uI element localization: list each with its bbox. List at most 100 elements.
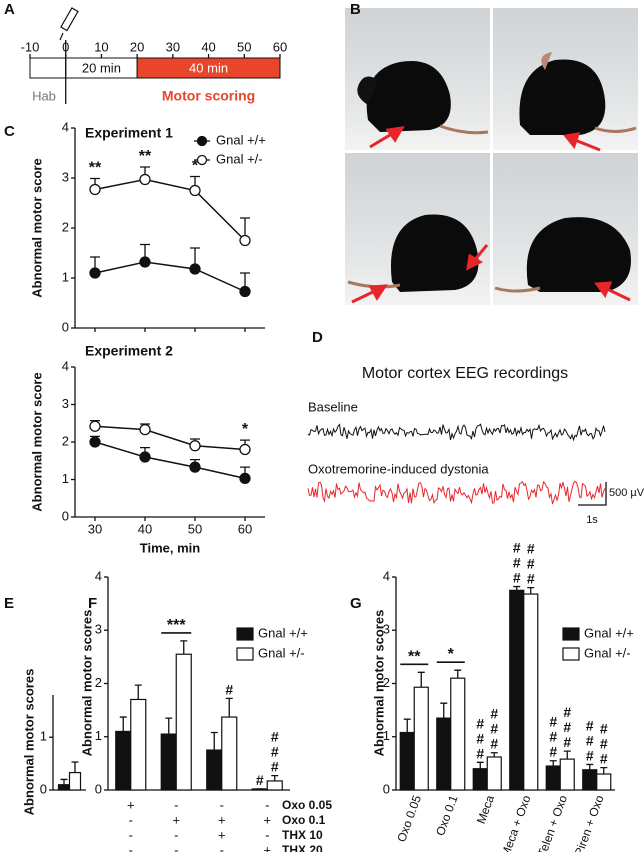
y-tick-label: 1 [383,728,390,743]
tick-label: 60 [273,39,287,54]
condition-mark: + [218,827,226,842]
legend-label: Gnal +/- [584,645,631,660]
panel-letter: G [350,595,362,612]
condition-mark: + [172,812,180,827]
marker [139,256,151,268]
condition-mark: + [263,842,271,852]
bar [160,733,177,791]
tick-label: 30 [166,39,180,54]
x-tick-label: Telen + Oxo [535,793,570,852]
scoring-label: Motor scoring [162,88,255,104]
marker [189,263,201,275]
condition-mark: + [127,797,135,812]
panel-letter: D [312,329,323,346]
y-axis-label: Abnormal motor scores [79,610,94,757]
annotation: *** [167,617,186,634]
y-axis-label: Abnormal motor score [29,158,44,297]
tick-label: 10 [94,39,108,54]
bar [175,653,192,791]
syringe [59,7,79,41]
x-axis-label: Time, min [140,540,201,555]
eeg-trace [307,423,606,442]
condition-mark: - [220,842,224,852]
condition-label: Oxo 0.1 [282,813,326,827]
error-bar [180,640,188,655]
hab-label: Hab [32,88,56,103]
y-tick-label: 2 [62,433,69,448]
error-bar [225,697,233,718]
condition-label: Oxo 0.05 [282,798,332,812]
annotation: # # # [586,717,594,763]
annotation: ** [408,648,421,665]
annotation: # # # [549,714,557,760]
condition-mark: - [129,827,133,842]
legend-label: Gnal +/+ [216,132,266,147]
y-axis-label: Abnormal motor scores [21,669,36,816]
annotation: # # # [600,721,608,767]
chart-title: Experiment 1 [85,125,173,141]
x-tick-label: Oxo 0.1 [433,793,461,838]
annotation: # # # [563,704,571,750]
condition-mark: + [263,812,271,827]
condition-mark: - [129,812,133,827]
error-bar [271,774,279,781]
panel-letter: B [350,1,361,18]
bar [472,768,488,791]
y-tick-label: 1 [62,471,69,486]
line [94,178,246,242]
y-tick-label: 4 [62,119,69,134]
annotation: * [192,158,199,175]
y-tick-label: 1 [62,269,69,284]
annotation: * [448,646,455,663]
annotation: # # # [527,541,535,587]
tick-label: 50 [237,39,251,54]
x-tick-label: 60 [238,521,252,536]
bar [596,773,612,791]
error-bar [600,766,608,775]
y-tick-label: 2 [383,675,390,690]
bar [206,749,223,791]
annotation: # [225,681,233,697]
error-bar [513,585,521,591]
y-tick-label: 1 [95,728,102,743]
y-axis-label: Abnormal motor scores [371,610,386,757]
legend-label: Gnal +/- [216,151,263,166]
scale-x: 1s [586,514,598,526]
x-tick-label: Meca + Oxo [498,793,534,852]
legend-swatch [562,627,580,641]
marker [239,234,251,247]
bar [582,769,598,791]
bar [221,716,238,791]
annotation: ** [139,148,152,165]
tick-label: -10 [21,39,40,54]
marker [239,443,251,456]
error-bar [417,671,425,688]
panel-letter: F [88,595,97,612]
condition-mark: - [174,797,178,812]
bar [115,730,132,791]
y-tick-label: 3 [62,396,69,411]
error-bar [71,761,79,773]
condition-mark: - [265,797,269,812]
line [94,261,246,293]
annotation: * [242,421,249,438]
bar [545,765,561,791]
y-axis-label: Abnormal motor score [29,372,44,511]
x-tick-label: 40 [138,521,152,536]
y-tick-label: 1 [40,729,47,744]
line [94,441,246,480]
y-tick-label: 3 [95,622,102,637]
marker [139,423,151,436]
y-tick-label: 2 [62,219,69,234]
bar [436,717,452,791]
eeg-title: Motor cortex EEG recordings [362,365,568,382]
x-tick-label: Meca [474,793,497,826]
scale-bar [578,482,607,506]
line [94,425,246,451]
error-bar [119,716,127,732]
y-tick-label: 4 [62,358,69,373]
bar [130,698,147,791]
condition-mark: - [220,797,224,812]
bar [523,593,539,791]
y-tick-label: 4 [95,568,102,583]
